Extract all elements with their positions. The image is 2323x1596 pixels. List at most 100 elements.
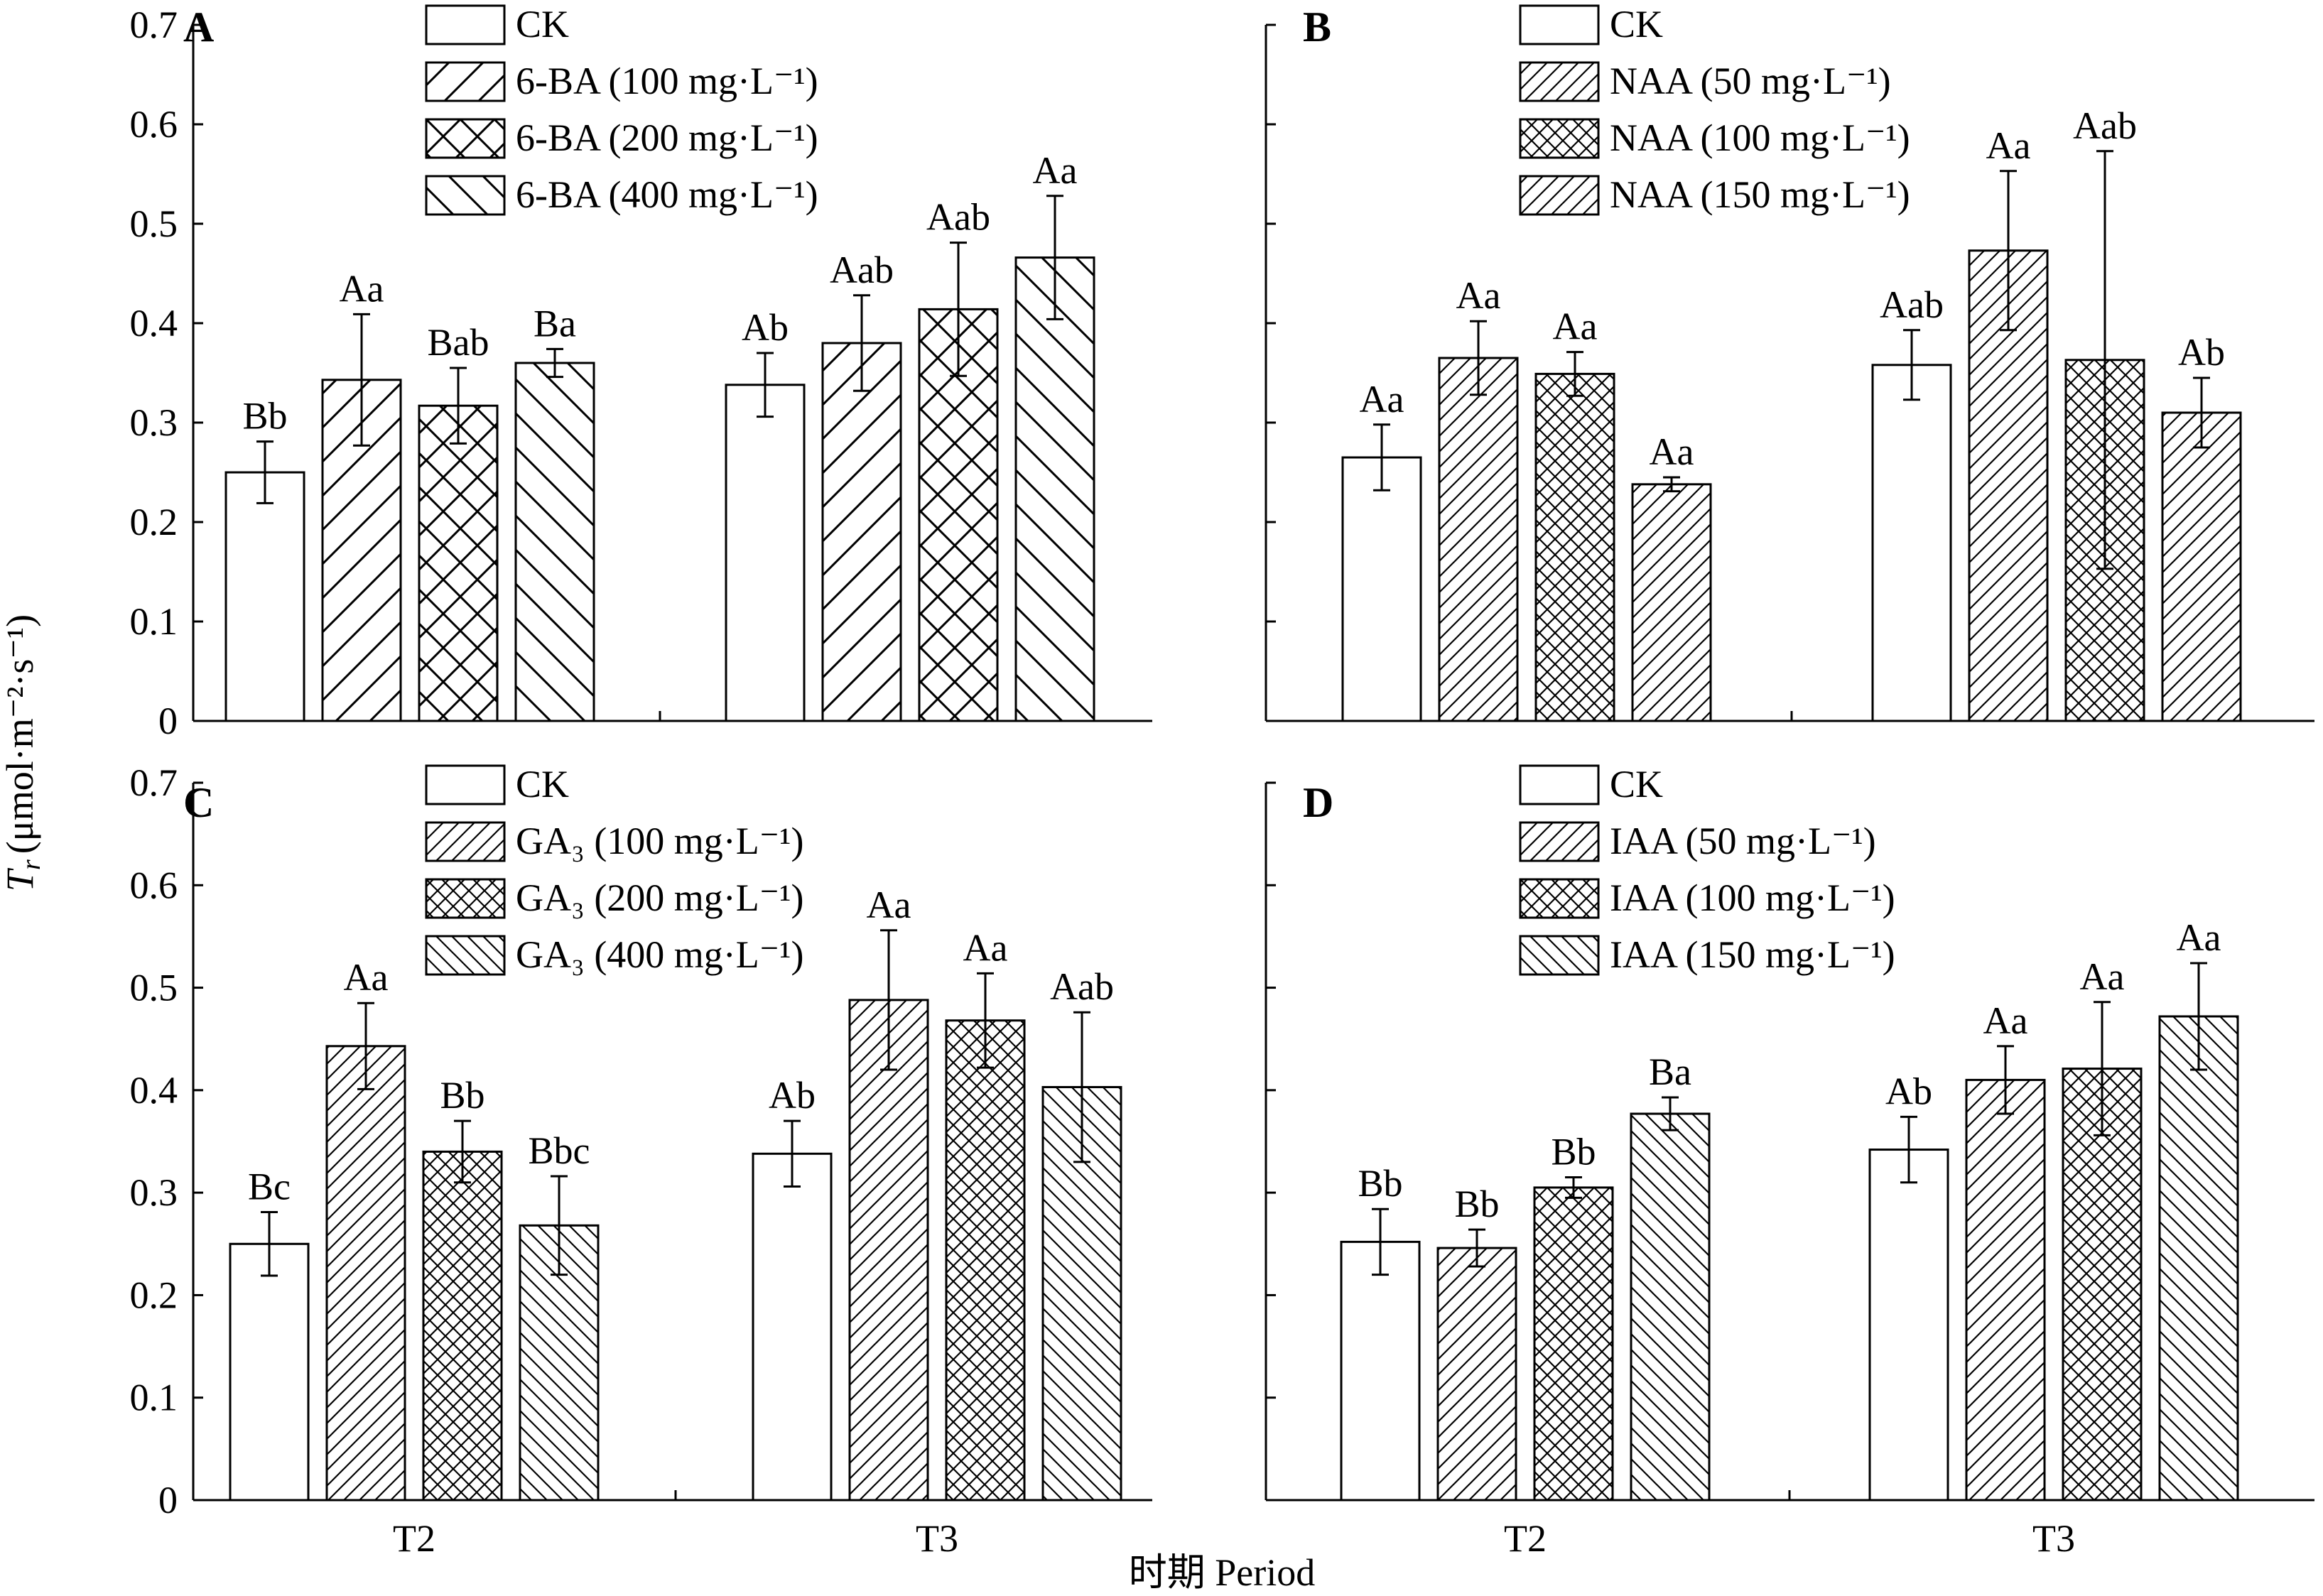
legend-swatch — [1519, 61, 1600, 102]
bar — [752, 1152, 833, 1502]
bar — [1871, 364, 1952, 722]
bar — [514, 362, 595, 722]
legend-swatch — [1519, 118, 1600, 159]
y-tick-label: 0.5 — [130, 967, 178, 1009]
legend-swatch — [1519, 821, 1600, 862]
significance-label: Bb — [242, 395, 287, 438]
y-tick-label: 0.7 — [130, 761, 178, 804]
y-tick-label: 0 — [158, 700, 178, 742]
significance-label: Bb — [1358, 1162, 1402, 1205]
significance-label: Aa — [963, 926, 1008, 969]
bar — [725, 384, 806, 722]
bar — [2161, 411, 2242, 722]
legend-label: IAA (100 mg·L⁻¹) — [1610, 876, 1895, 919]
panel-letter: A — [183, 4, 214, 50]
legend-swatch — [425, 175, 506, 216]
bar — [1341, 456, 1422, 722]
x-category-label: T3 — [2032, 1517, 2075, 1560]
significance-label: Ba — [534, 302, 576, 344]
significance-label: Aa — [1553, 305, 1598, 348]
significance-label: Aa — [1986, 124, 2031, 167]
bar — [224, 471, 305, 722]
bar — [918, 308, 999, 722]
legend-swatch — [1519, 935, 1600, 976]
legend-label: GA₃ (200 mg·L⁻¹) — [516, 876, 803, 919]
y-axis-title-unit: (μmol·m⁻²·s⁻¹) — [0, 614, 41, 854]
legend-label: CK — [516, 3, 569, 45]
significance-label: Aab — [1880, 283, 1944, 326]
significance-label: Aa — [340, 267, 384, 310]
legend-swatch — [425, 118, 506, 159]
legend-swatch — [1519, 878, 1600, 919]
legend-swatch — [425, 4, 506, 45]
legend-swatch — [425, 878, 506, 919]
x-category-label: T2 — [1504, 1517, 1547, 1560]
y-tick-label: 0.5 — [130, 202, 178, 245]
significance-label: Aa — [1650, 430, 1694, 473]
significance-label: Aab — [830, 249, 894, 291]
panel-d: D T2 T3 Bb Ab Bb Aa Bb Aa Ba Aa CK IAA (50 mg·L⁻¹) IA… — [1265, 763, 2314, 1560]
panel-letter: D — [1303, 779, 1333, 826]
bar — [418, 404, 499, 722]
legend-label: NAA (50 mg·L⁻¹) — [1610, 60, 1891, 102]
significance-label: Aa — [344, 956, 389, 999]
y-tick-label: 0.6 — [130, 103, 178, 146]
legend-label: IAA (150 mg·L⁻¹) — [1610, 933, 1895, 976]
y-tick-label: 0.2 — [130, 1274, 178, 1316]
significance-label: Aa — [2177, 916, 2221, 959]
significance-label: Ab — [1885, 1070, 1932, 1112]
bar — [422, 1150, 503, 1502]
y-tick-label: 0.4 — [130, 1069, 178, 1112]
panel-c: 0 0.1 0.2 0.3 0.4 0.5 0.6 0.7 C T2 T3 Bc Ab Aa Aa Bb Aa B… — [130, 761, 1152, 1560]
significance-label: Aa — [1456, 274, 1501, 317]
panel-b: B Aa Aab Aa Aa Aa Aab Aa Ab CK NAA (50 mg·L⁻¹) NAA … — [1265, 3, 2314, 722]
bar — [1534, 372, 1615, 722]
bar — [1868, 1149, 1949, 1502]
panel-letter: B — [1303, 4, 1331, 50]
significance-label: Aa — [1983, 999, 2028, 1042]
x-axis-title: 时期 Period — [1129, 1551, 1316, 1594]
y-tick-label: 0.3 — [130, 1171, 178, 1214]
legend-swatch — [1519, 764, 1600, 805]
legend-label: CK — [1610, 763, 1663, 805]
bar — [1436, 1247, 1517, 1502]
significance-label: Aa — [867, 884, 911, 926]
significance-label: Ab — [2178, 331, 2225, 374]
legend-swatch — [425, 935, 506, 976]
x-category-label: T3 — [916, 1517, 958, 1560]
legend-label: 6-BA (400 mg·L⁻¹) — [516, 173, 818, 216]
y-axis-title: Tr (μmol·m⁻²·s⁻¹) — [0, 614, 46, 891]
significance-label: Ab — [769, 1074, 816, 1117]
significance-label: Ba — [1649, 1051, 1691, 1093]
legend-label: GA₃ (400 mg·L⁻¹) — [516, 933, 803, 976]
y-tick-label: 0.1 — [130, 600, 178, 643]
y-tick-label: 0 — [158, 1479, 178, 1521]
legend-label: NAA (150 mg·L⁻¹) — [1610, 173, 1910, 216]
legend-swatch — [425, 764, 506, 805]
bar — [848, 999, 929, 1502]
legend-swatch — [1519, 175, 1600, 216]
y-tick-label: 0.7 — [130, 4, 178, 46]
y-axis-title-var: T — [0, 867, 41, 891]
bar — [1533, 1186, 1614, 1502]
legend-label: GA₃ (100 mg·L⁻¹) — [516, 820, 803, 862]
y-axis-title-sub: r — [16, 859, 46, 870]
bar — [1965, 1078, 2046, 1502]
bar — [325, 1045, 406, 1502]
bar — [1438, 357, 1519, 722]
significance-label: Bab — [428, 321, 489, 364]
significance-label: Aa — [1360, 378, 1404, 420]
bar — [1014, 256, 1095, 722]
legend-swatch — [425, 61, 506, 102]
bar — [945, 1019, 1026, 1502]
legend-label: CK — [516, 763, 569, 805]
x-category-label: T2 — [393, 1517, 435, 1560]
significance-label: Bb — [440, 1074, 484, 1117]
significance-label: Aab — [926, 196, 990, 239]
significance-label: Aab — [2073, 104, 2137, 147]
significance-label: Bbc — [529, 1129, 590, 1172]
y-tick-label: 0.1 — [130, 1377, 178, 1419]
bar — [1631, 483, 1712, 722]
significance-label: Aa — [1033, 149, 1078, 192]
